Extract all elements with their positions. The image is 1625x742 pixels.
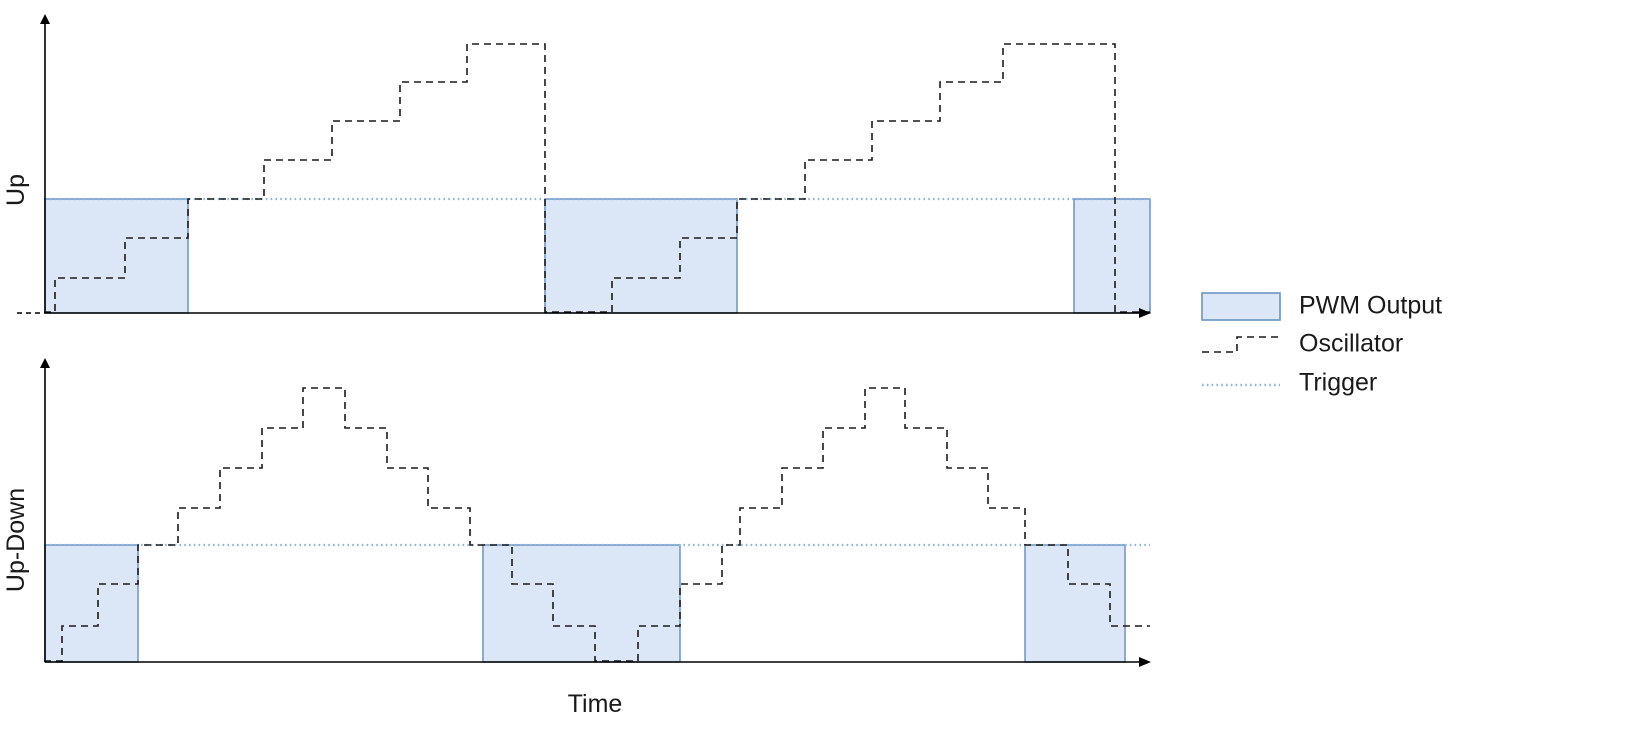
pwm-output-regions-up xyxy=(44,198,1151,314)
chart-up-down: Up-Down Time xyxy=(2,358,1151,718)
axes-up-down xyxy=(40,358,1151,667)
oscillator-line-up-down xyxy=(44,387,1150,662)
pwm-output-block xyxy=(1024,544,1126,663)
pwm-output-block xyxy=(44,198,189,314)
axes-up xyxy=(17,14,1151,318)
pwm-output-block xyxy=(544,198,738,314)
y-axis-arrow-up xyxy=(40,14,50,24)
legend-label-trigger: Trigger xyxy=(1299,369,1377,397)
oscillator-step-icon xyxy=(1202,336,1280,353)
pwm-output-regions-up-down xyxy=(44,544,1126,663)
legend-item-oscillator: Oscillator xyxy=(1202,330,1403,358)
oscillator-line-up xyxy=(44,43,1150,313)
chart-up: Up xyxy=(2,14,1151,318)
y-axis-arrow-up-down xyxy=(40,358,50,368)
legend-item-trigger: Trigger xyxy=(1202,369,1377,397)
legend: PWM Output Oscillator Trigger xyxy=(1201,292,1442,397)
pwm-output-swatch-icon xyxy=(1201,292,1281,321)
y-axis-label-up-down: Up-Down xyxy=(2,488,30,592)
legend-label-pwm-output: PWM Output xyxy=(1299,292,1442,320)
x-axis-arrow-up xyxy=(1139,308,1151,318)
oscillator-staircase xyxy=(44,43,1150,313)
x-axis-arrow-up-down xyxy=(1139,657,1151,667)
legend-item-pwm-output: PWM Output xyxy=(1201,292,1442,321)
legend-label-oscillator: Oscillator xyxy=(1299,330,1403,358)
y-axis-label-up: Up xyxy=(2,174,30,206)
x-axis-label-time: Time xyxy=(568,690,623,718)
oscillator-staircase xyxy=(44,387,1150,662)
pwm-output-block xyxy=(1073,198,1151,314)
pwm-output-block xyxy=(44,544,139,663)
